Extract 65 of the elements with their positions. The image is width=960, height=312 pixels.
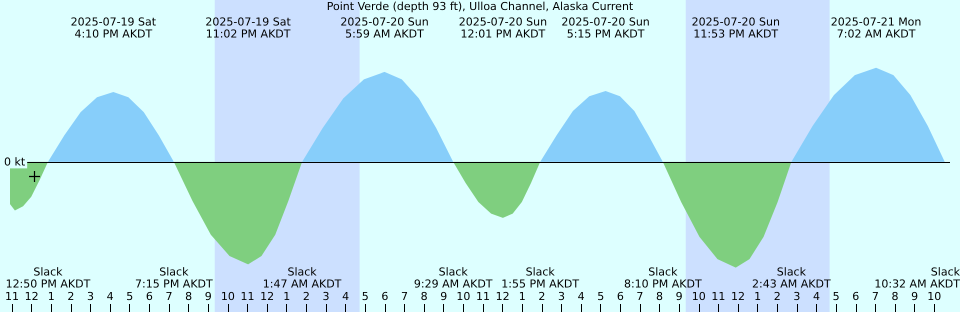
- x-tick-label: 8: [185, 290, 192, 303]
- x-tick-label: 4: [813, 290, 820, 303]
- annotation: Slack 7:15 PM AKDT: [134, 266, 214, 290]
- x-tick-label: 10: [692, 290, 706, 303]
- x-tick-label: 12: [260, 290, 274, 303]
- x-tick-label: 10: [927, 290, 942, 303]
- x-tick-label: 1: [518, 290, 526, 303]
- x-tick-label: 7: [636, 290, 644, 303]
- annotation: Slack 12:50 PM AKDT: [6, 266, 91, 290]
- x-tick-label: 3: [793, 290, 800, 303]
- x-tick-label: 9: [204, 290, 212, 303]
- x-tick-label: 5: [126, 290, 134, 303]
- x-tick-label: 1: [283, 290, 290, 303]
- ref-line-label: 0 kt: [4, 155, 26, 168]
- x-tick-label: 10: [456, 290, 470, 303]
- x-tick-label: 5: [597, 290, 604, 303]
- x-tick-label: 12: [24, 290, 39, 303]
- x-tick-label: 7: [872, 290, 879, 303]
- x-tick-label: 5: [362, 290, 369, 303]
- annotation: Slack 2:43 AM AKDT: [752, 266, 831, 290]
- text: 2025-07-21 Mon 7:02 AM AKDT: [830, 16, 922, 40]
- x-tick-label: 6: [616, 290, 624, 303]
- x-tick-label: 4: [106, 290, 114, 303]
- x-tick-label: 10: [220, 290, 235, 303]
- x-tick-label: 2: [538, 290, 546, 303]
- x-tick-label: 8: [420, 290, 428, 303]
- x-tick-label: 8: [892, 290, 899, 303]
- x-tick-label: 6: [852, 290, 860, 303]
- x-tick-label: 7: [165, 290, 172, 303]
- text: 2025-07-19 Sat 11:02 PM AKDT: [205, 16, 292, 40]
- x-tick-label: 7: [400, 290, 408, 303]
- x-tick-label: 6: [381, 290, 388, 303]
- annotation: Slack 8:10 PM AKDT: [624, 266, 702, 290]
- x-tick-label: 11: [240, 290, 254, 303]
- text: 2025-07-20 Sun 5:15 PM AKDT: [561, 16, 650, 40]
- x-tick-label: 2: [302, 290, 310, 303]
- x-tick-label: 5: [832, 290, 840, 303]
- x-tick-label: 4: [578, 290, 585, 303]
- text: 2025-07-20 Sun 12:01 PM AKDT: [458, 16, 548, 40]
- chart-title: Point Verde (depth 93 ft), Ulloa Channel, Alaska Current: [326, 0, 634, 13]
- text: 2025-07-20 Sun 11:53 PM AKDT: [692, 16, 780, 40]
- annotation: Slack 9:29 AM AKDT: [414, 266, 493, 290]
- x-tick-label: 12: [496, 290, 510, 303]
- x-tick-label: 2: [774, 290, 781, 303]
- x-tick-label: 1: [48, 290, 55, 303]
- annotation: Slack 10:32 AM AKDT: [874, 266, 960, 290]
- x-tick-label: 1: [754, 290, 762, 303]
- x-tick-label: 12: [731, 290, 746, 303]
- x-tick-label: 9: [676, 290, 683, 303]
- x-tick-label: 11: [4, 290, 19, 303]
- x-tick-label: 3: [322, 290, 330, 303]
- x-tick-label: 11: [711, 290, 726, 303]
- x-tick-label: 4: [342, 290, 350, 303]
- text: 2025-07-20 Sun 5:59 AM AKDT: [340, 16, 429, 40]
- x-tick-label: 2: [67, 290, 74, 303]
- annotation: Slack 1:55 PM AKDT: [501, 266, 580, 290]
- annotation: Slack 1:47 AM AKDT: [262, 266, 342, 290]
- x-tick-label: 9: [440, 290, 448, 303]
- x-tick-label: 8: [656, 290, 664, 303]
- x-tick-label: 6: [146, 290, 153, 303]
- text: 2025-07-19 Sat 4:10 PM AKDT: [70, 16, 157, 40]
- x-tick-label: 3: [86, 290, 94, 303]
- x-tick-label: 11: [476, 290, 490, 303]
- x-tick-label: 9: [911, 290, 918, 303]
- x-tick-label: 3: [558, 290, 565, 303]
